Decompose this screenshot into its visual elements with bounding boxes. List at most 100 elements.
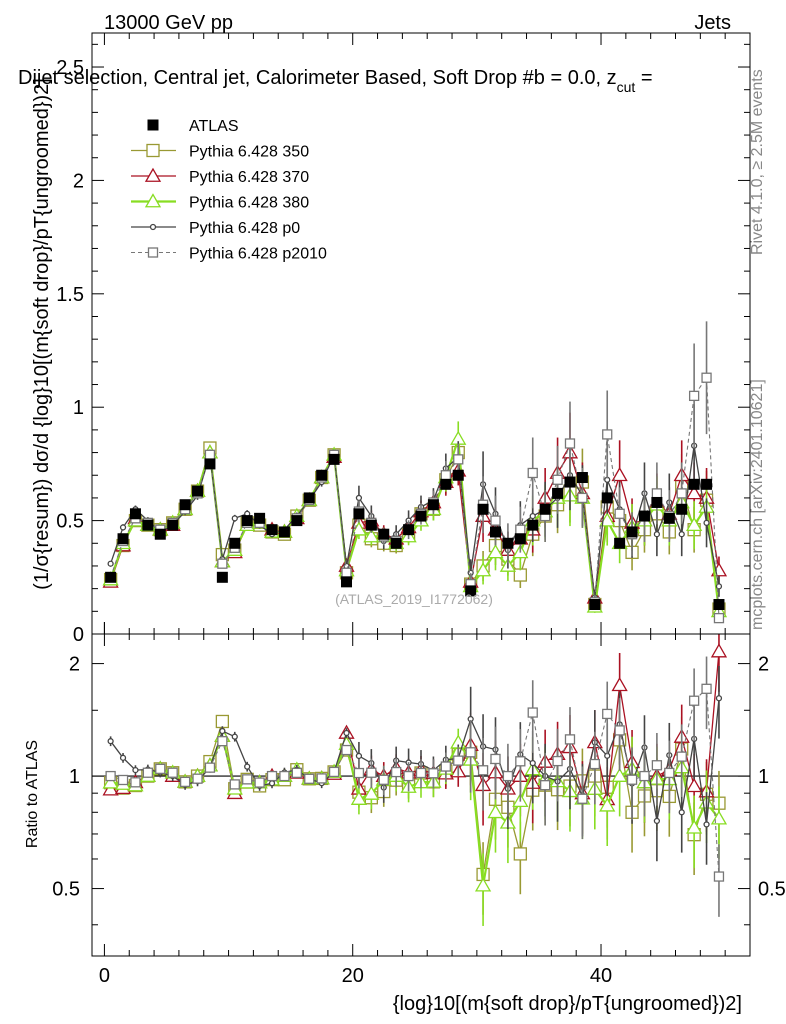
ratio-point <box>179 776 191 788</box>
data-point <box>487 544 504 559</box>
data-point <box>514 533 526 545</box>
data-point <box>440 478 452 490</box>
ratio-point <box>217 736 228 747</box>
main-y-tick-labels: 0 0.5 1 1.5 2 2.5 <box>56 57 84 646</box>
ratio-point <box>279 770 290 782</box>
ratio-point <box>343 729 350 737</box>
ratio-frame <box>91 633 751 957</box>
ratio-point <box>119 754 127 761</box>
main-panel <box>92 33 750 956</box>
ratio-point <box>515 756 526 767</box>
ratio-point <box>676 751 687 762</box>
data-point <box>216 571 228 583</box>
ratio-point <box>328 766 340 778</box>
ratio-point <box>552 755 563 767</box>
main-y-tick-label: 2 <box>73 170 84 192</box>
data-point <box>663 512 675 524</box>
ratio-point <box>577 793 588 804</box>
data-point <box>539 503 551 515</box>
data-point <box>614 508 625 519</box>
ratio-y-tick-label: 2 <box>69 654 80 676</box>
ratio-y-tick-labels: 0.5 0.5 1 1 2 2 <box>52 654 786 901</box>
data-point <box>651 496 663 508</box>
data-point <box>638 510 650 522</box>
data-point <box>341 567 352 578</box>
ratio-point <box>540 780 551 791</box>
data-point <box>703 519 710 526</box>
data-point <box>204 458 216 470</box>
legend-marker <box>149 223 157 231</box>
ratio-point <box>291 767 302 779</box>
ratio-point <box>378 774 389 785</box>
legend-label: Pythia 6.428 380 <box>189 195 309 212</box>
ratio-point <box>589 758 600 770</box>
main-y-axis-title: (1/σ{resum}) dσ/d {log}10[(m{soft drop}/… <box>31 78 53 590</box>
ratio-point <box>268 780 276 787</box>
data-point <box>601 492 613 504</box>
x-tick-label: 0 <box>99 965 110 987</box>
data-point <box>278 526 290 538</box>
ratio-point <box>353 767 365 779</box>
data-point <box>490 515 501 526</box>
ratio-point <box>155 763 166 775</box>
data-point <box>502 537 514 549</box>
ratio-point <box>651 760 663 771</box>
data-point <box>105 571 117 583</box>
ratio-point <box>341 744 352 756</box>
ratio-point <box>167 767 178 778</box>
ratio-point <box>102 781 119 796</box>
ratio-point <box>242 774 253 785</box>
legend-label: Pythia 6.428 350 <box>189 144 309 161</box>
main-y-tick-label: 1.5 <box>56 284 84 306</box>
ratio-point <box>363 785 380 800</box>
data-point <box>378 528 390 540</box>
mcplots-label: mcplots.cern.ch [arXiv:2401.10621] <box>749 379 766 630</box>
data-point <box>154 528 166 540</box>
legend-label: Pythia 6.428 p2010 <box>189 246 327 263</box>
data-point <box>303 492 315 504</box>
data-point <box>291 515 303 527</box>
data-point <box>686 516 703 532</box>
plot-title: Dijet selection, Central jet, Calorimete… <box>18 67 653 95</box>
ratio-point <box>465 747 476 758</box>
ratio-point <box>639 770 650 782</box>
ratio-point <box>502 770 514 782</box>
data-point <box>678 531 685 538</box>
data-point <box>142 519 154 531</box>
plot-title-tail: = <box>635 67 652 89</box>
ratio-point <box>664 767 675 779</box>
data-point <box>676 488 687 499</box>
main-y-tick-label: 1 <box>73 397 84 419</box>
data-point <box>701 478 713 490</box>
ratio-point <box>366 767 377 778</box>
x-tick-labels: 0 20 40 <box>99 965 612 987</box>
main-y-tick-label: 2.5 <box>56 57 84 79</box>
ratio-point <box>415 767 427 779</box>
data-point <box>564 476 576 488</box>
data-point <box>453 454 464 465</box>
ratio-y-tick-label: 0.5 <box>52 879 80 901</box>
ratio-point <box>715 695 723 702</box>
data-point <box>611 466 628 482</box>
ratio-point <box>266 770 278 782</box>
data-point <box>341 576 353 588</box>
ratio-point <box>215 714 230 729</box>
ratio-point <box>304 773 315 784</box>
ratio-point <box>102 774 119 789</box>
plot-title-main: Dijet selection, Central jet, Calorimete… <box>18 67 617 89</box>
data-point <box>474 562 492 577</box>
data-point <box>653 531 661 538</box>
ratio-point <box>564 734 576 745</box>
ratio-point <box>204 762 216 773</box>
legend-marker <box>147 119 159 131</box>
data-point <box>686 485 703 500</box>
legend-label: Pythia 6.428 p0 <box>189 220 300 237</box>
analysis-watermark: (ATLAS_2019_I1772062) <box>335 591 493 607</box>
data-point <box>452 469 464 481</box>
data-point <box>577 492 588 504</box>
ratio-point <box>713 871 725 882</box>
legend-label: Pythia 6.428 370 <box>189 169 309 186</box>
ratio-point <box>428 768 439 779</box>
x-tick-label: 20 <box>342 965 364 987</box>
